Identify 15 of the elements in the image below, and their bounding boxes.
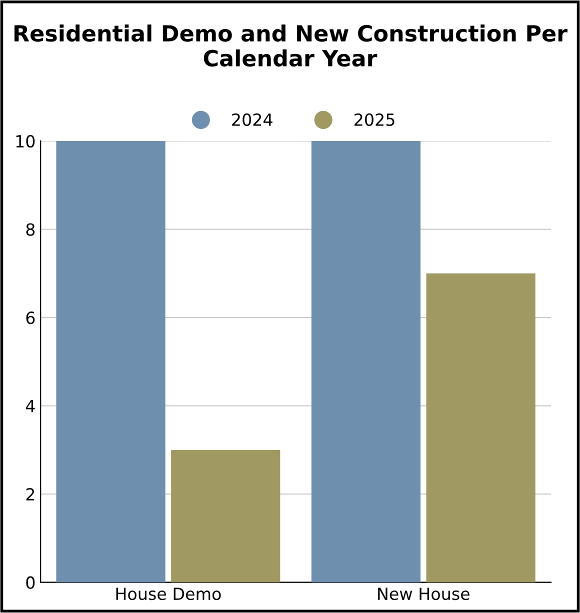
y-tick-label: 8 bbox=[26, 223, 35, 236]
bar bbox=[311, 140, 421, 582]
bar bbox=[171, 450, 280, 582]
chart-title: Residential Demo and New Construction Per Calendar Year bbox=[14, 24, 568, 67]
x-tick-label: New House bbox=[378, 588, 470, 600]
x-tick-label: House Demo bbox=[116, 588, 221, 600]
y-tick-label: 0 bbox=[26, 576, 35, 589]
legend-label: 2024 bbox=[232, 113, 272, 126]
bar bbox=[56, 140, 166, 582]
y-tick-label: 4 bbox=[26, 400, 35, 412]
y-tick-label: 2 bbox=[26, 488, 34, 500]
y-tick-label: 10 bbox=[16, 134, 35, 148]
bar bbox=[426, 273, 536, 582]
legend-label: 2025 bbox=[354, 113, 394, 126]
y-tick-label: 6 bbox=[26, 311, 35, 324]
